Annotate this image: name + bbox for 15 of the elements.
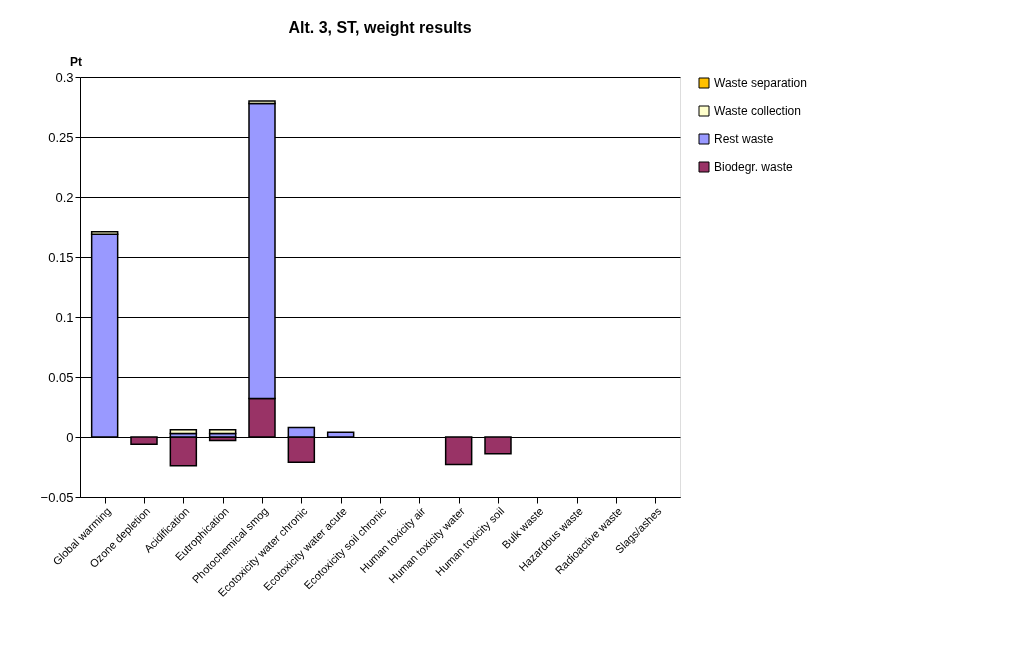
y-tick-label: 0.15 [48, 249, 74, 265]
legend-label: Rest waste [714, 132, 774, 146]
y-tick-label: 0.25 [48, 129, 74, 145]
legend-label: Biodegr. waste [714, 160, 794, 174]
chart-title: Alt. 3, ST, weight results [288, 19, 472, 36]
y-tick-label: 0.05 [48, 369, 74, 385]
bar [169, 436, 198, 467]
y-tick-label: 0 [66, 429, 74, 445]
y-tick-label: 0.3 [55, 69, 74, 85]
y-tick-label: −0.05 [40, 489, 74, 505]
legend-label: Waste collection [714, 104, 801, 118]
y-axis-title: Pt [70, 55, 82, 69]
y-tick-label: 0.1 [55, 309, 74, 325]
y-tick-label: 0.2 [55, 189, 74, 205]
legend-label: Waste separation [714, 76, 807, 90]
